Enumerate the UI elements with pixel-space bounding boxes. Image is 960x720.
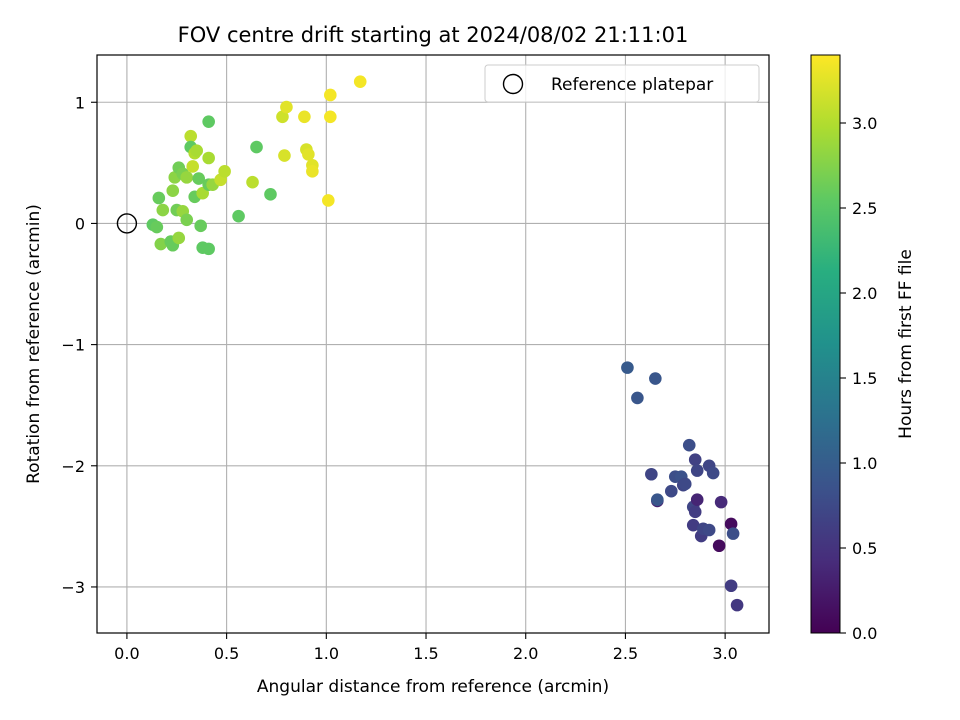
data-point-40	[298, 110, 311, 124]
data-point-75	[724, 579, 738, 593]
data-point-45	[322, 194, 335, 207]
data-point-22	[192, 172, 205, 185]
reference-platepar-point	[116, 213, 138, 234]
colorbar: 0.0 0.5 1.0 1.5 2.0 2.5 3.0 Hours from first F…	[810, 54, 916, 643]
data-point-42	[302, 148, 315, 161]
data-point-37	[276, 110, 289, 124]
chart-title: FOV centre drift starting at 2024/08/02 …	[178, 23, 689, 47]
x-tick-label-5: 2.5	[613, 644, 638, 663]
data-point-52	[649, 372, 662, 385]
data-point-14	[180, 171, 194, 184]
x-tick-label-0: 0.0	[114, 644, 139, 663]
y-tick-label-2: −1	[61, 336, 85, 355]
colorbar-tick-label-5: 2.5	[852, 199, 877, 218]
data-point-51	[645, 467, 658, 481]
data-point-63	[688, 453, 702, 467]
x-tick-label-1: 0.5	[214, 644, 239, 663]
legend-marker-reference	[502, 73, 524, 95]
data-point-28	[202, 115, 215, 128]
colorbar-tick-label-4: 2.0	[852, 284, 877, 303]
data-point-18	[186, 160, 200, 173]
reference-marker	[116, 213, 138, 234]
data-point-69	[702, 523, 716, 537]
colorbar-tick-label-2: 1.0	[852, 454, 877, 473]
y-tick-label-4: −3	[61, 578, 85, 597]
data-point-62	[686, 518, 700, 532]
legend-label-reference: Reference platepar	[551, 75, 713, 95]
y-tick-label-3: −2	[61, 457, 85, 476]
x-tick-label-4: 2.0	[513, 644, 538, 663]
data-point-16	[184, 129, 198, 143]
data-point-65	[690, 493, 704, 507]
data-point-47	[324, 110, 337, 124]
data-point-15	[180, 213, 194, 227]
x-axis-ticks: 0.0 0.5 1.0 1.5 2.0 2.5 3.0	[114, 633, 738, 663]
y-axis-ticks: 1 0 −1 −2 −3	[61, 93, 97, 597]
data-point-77	[730, 598, 744, 612]
colorbar-tick-label-6: 3.0	[852, 114, 877, 133]
data-point-71	[706, 466, 720, 480]
data-point-48	[353, 75, 367, 88]
data-point-36	[264, 188, 277, 201]
colorbar-tick-label-1: 0.5	[852, 539, 877, 558]
data-point-1	[150, 220, 164, 234]
colorbar-tick-label-0: 0.0	[852, 624, 877, 643]
y-tick-label-0: 1	[75, 93, 85, 112]
colorbar-tick-label-3: 1.5	[852, 369, 877, 388]
data-point-29	[202, 151, 215, 165]
data-point-23	[194, 219, 207, 233]
data-point-46	[324, 88, 337, 102]
data-point-3	[154, 237, 168, 251]
plot-frame	[96, 54, 770, 634]
data-point-60	[682, 438, 696, 452]
data-point-74	[724, 517, 738, 531]
data-point-64	[688, 505, 702, 519]
y-axis-label: Rotation from reference (arcmin)	[24, 204, 44, 484]
grid-lines	[97, 55, 769, 633]
data-point-33	[232, 209, 245, 223]
x-tick-label-2: 1.0	[314, 644, 339, 663]
x-axis-label: Angular distance from reference (arcmin)	[257, 677, 609, 697]
legend-box	[484, 64, 760, 103]
data-point-35	[250, 140, 263, 154]
data-point-54	[651, 493, 664, 507]
data-point-73	[714, 495, 728, 509]
data-point-4	[156, 203, 170, 217]
data-point-6	[166, 184, 180, 198]
legend: Reference platepar	[484, 64, 760, 103]
data-point-76	[726, 527, 740, 540]
data-point-32	[218, 165, 231, 178]
data-point-50	[631, 391, 644, 405]
data-point-44	[306, 165, 319, 178]
x-tick-label-3: 1.5	[413, 644, 438, 663]
x-tick-label-6: 3.0	[712, 644, 737, 663]
data-point-39	[280, 100, 293, 114]
data-point-66	[690, 464, 704, 477]
data-point-10	[172, 231, 186, 245]
data-point-49	[621, 361, 634, 374]
data-point-2	[152, 191, 166, 205]
data-points	[146, 75, 744, 612]
colorbar-label: Hours from first FF file	[896, 249, 916, 439]
colorbar-gradient	[810, 54, 841, 634]
colorbar-ticks: 0.0 0.5 1.0 1.5 2.0 2.5 3.0	[840, 114, 877, 643]
data-point-38	[278, 149, 291, 162]
y-tick-label-1: 0	[75, 214, 85, 233]
data-point-59	[678, 477, 692, 491]
data-point-26	[202, 242, 215, 256]
data-point-21	[190, 144, 204, 158]
data-point-34	[246, 175, 259, 189]
data-point-55	[664, 484, 678, 498]
data-point-72	[712, 539, 726, 553]
